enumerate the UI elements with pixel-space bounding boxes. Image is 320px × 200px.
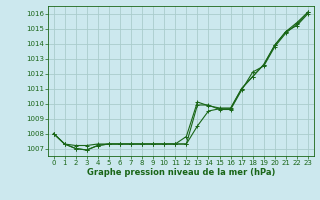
X-axis label: Graphe pression niveau de la mer (hPa): Graphe pression niveau de la mer (hPa) — [87, 168, 275, 177]
